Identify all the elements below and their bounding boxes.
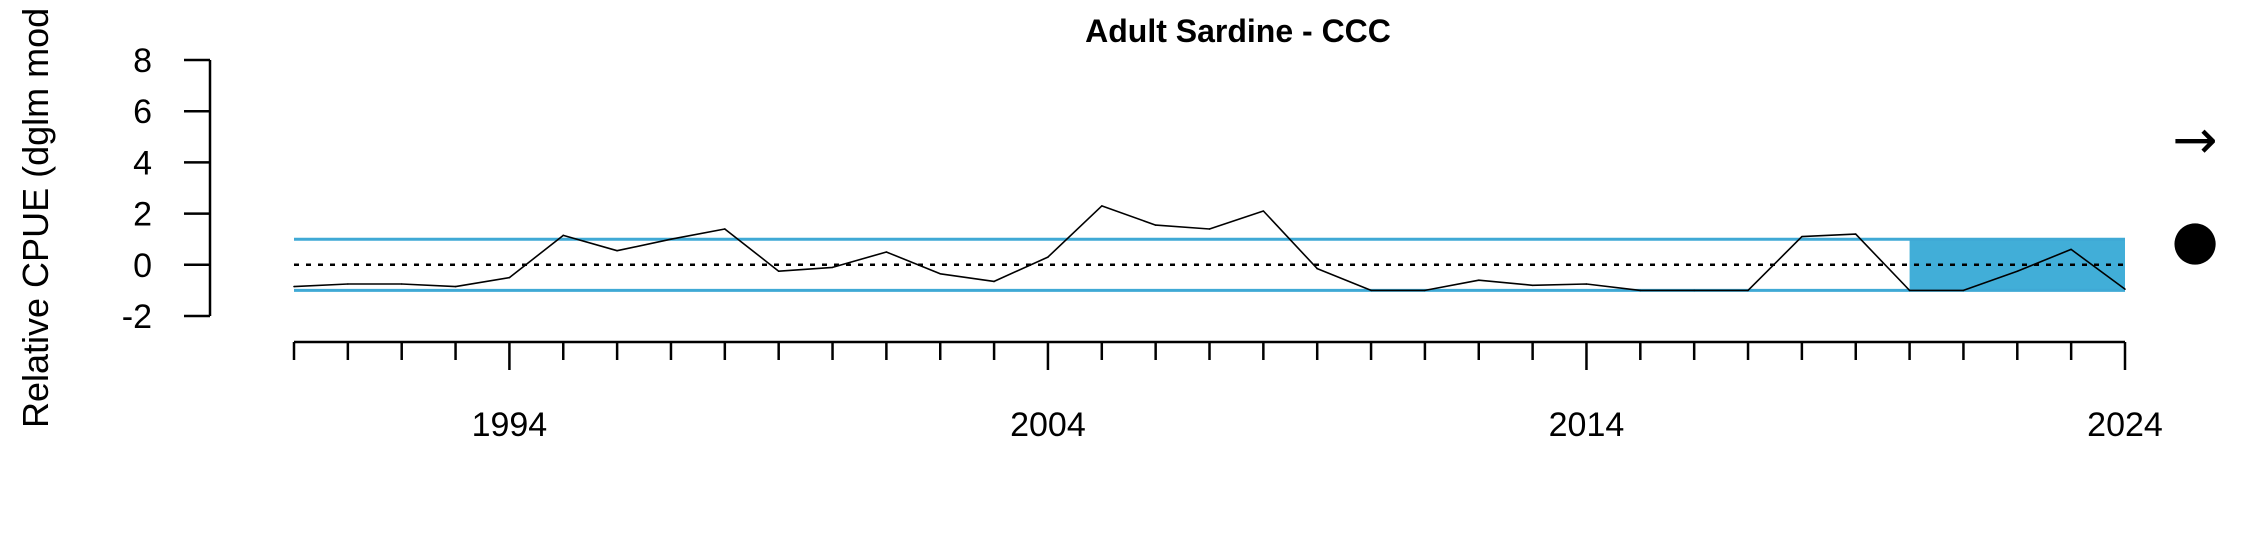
data-point xyxy=(2124,288,2126,290)
data-point xyxy=(1047,256,1049,258)
data-point xyxy=(777,270,780,273)
x-tick-label: 1994 xyxy=(472,406,548,444)
data-point xyxy=(1208,228,1211,230)
data-point xyxy=(1908,289,1911,292)
y-tick-label: 8 xyxy=(133,42,152,80)
data-point xyxy=(724,228,726,230)
data-point xyxy=(1747,289,1749,292)
mean-status-dot-icon: ● xyxy=(2171,208,2218,271)
data-point xyxy=(1262,210,1265,212)
data-point xyxy=(1154,224,1157,226)
y-tick-label: -2 xyxy=(122,298,152,336)
data-point xyxy=(1639,289,1642,292)
data-point xyxy=(347,283,349,285)
data-point xyxy=(2016,270,2019,273)
x-tick-label: 2024 xyxy=(2087,406,2163,444)
trend-arrow-icon: → xyxy=(2172,108,2217,171)
data-point xyxy=(993,280,995,283)
data-point xyxy=(293,285,295,288)
y-axis: 8 6 4 2 0 -2 xyxy=(122,42,212,336)
data-point xyxy=(1370,289,1372,292)
data-point xyxy=(1316,267,1319,270)
data-point xyxy=(885,251,888,253)
y-tick-label: 0 xyxy=(133,247,152,285)
data-point xyxy=(616,249,618,252)
y-tick-label: 6 xyxy=(133,93,152,131)
data-point xyxy=(831,266,834,269)
plot-area xyxy=(293,205,2126,292)
data-point xyxy=(1585,283,1588,285)
data-point xyxy=(1531,284,1534,287)
data-point xyxy=(1100,205,1103,207)
data-point xyxy=(1693,289,1695,292)
data-point xyxy=(454,285,457,288)
data-point xyxy=(2070,248,2072,251)
data-point xyxy=(939,272,942,275)
highlight-box xyxy=(1909,239,2125,291)
y-tick-label: 2 xyxy=(133,196,152,234)
data-point xyxy=(1801,235,1803,238)
data-point xyxy=(562,234,565,237)
x-tick-label: 2004 xyxy=(1010,406,1086,444)
data-point xyxy=(400,283,403,285)
x-axis: 1994 2004 2014 2024 xyxy=(292,340,2163,444)
x-tick-label: 2014 xyxy=(1549,406,1625,444)
data-point xyxy=(1854,233,1857,235)
data-point xyxy=(1477,279,1480,281)
data-point xyxy=(508,276,511,279)
y-tick-label: 4 xyxy=(133,144,152,182)
series-line-0 xyxy=(293,205,2126,292)
data-point xyxy=(1424,289,1426,292)
data-point xyxy=(1962,289,1965,292)
chart-title: Adult Sardine - CCC xyxy=(1085,13,1391,49)
y-axis-label: Relative CPUE (dglm mod xyxy=(15,8,56,428)
data-point xyxy=(670,238,672,240)
